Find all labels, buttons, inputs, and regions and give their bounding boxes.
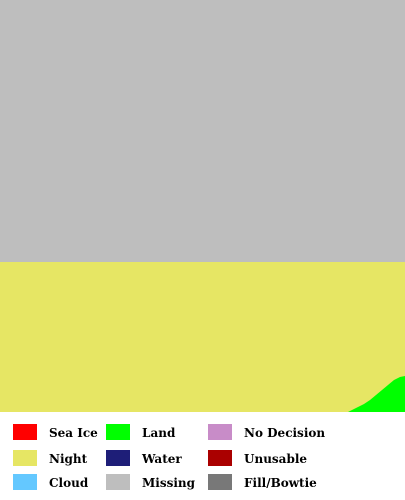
land-region bbox=[348, 376, 405, 412]
fill-bowtie-swatch bbox=[208, 474, 232, 490]
legend-label-missing: Missing bbox=[142, 476, 196, 490]
legend-label-no-decision: No Decision bbox=[244, 426, 326, 440]
legend-label-water: Water bbox=[142, 452, 182, 466]
map-canvas bbox=[0, 0, 405, 412]
legend-label-cloud: Cloud bbox=[49, 476, 89, 490]
cloud-swatch bbox=[13, 474, 37, 490]
legend: Sea Ice Land No Decision Night Water Unu… bbox=[0, 412, 405, 500]
no-decision-swatch bbox=[208, 424, 232, 440]
water-swatch bbox=[106, 450, 130, 466]
classification-map bbox=[0, 0, 405, 412]
unusable-swatch bbox=[208, 450, 232, 466]
night-region bbox=[0, 262, 405, 412]
sea-ice-swatch bbox=[13, 424, 37, 440]
night-swatch bbox=[13, 450, 37, 466]
land-swatch bbox=[106, 424, 130, 440]
legend-label-fill-bowtie: Fill/Bowtie bbox=[244, 476, 317, 490]
legend-label-land: Land bbox=[142, 426, 176, 440]
legend-label-unusable: Unusable bbox=[244, 452, 308, 466]
legend-label-sea-ice: Sea Ice bbox=[49, 426, 98, 440]
missing-region bbox=[0, 0, 405, 262]
missing-swatch bbox=[106, 474, 130, 490]
legend-label-night: Night bbox=[49, 452, 88, 466]
